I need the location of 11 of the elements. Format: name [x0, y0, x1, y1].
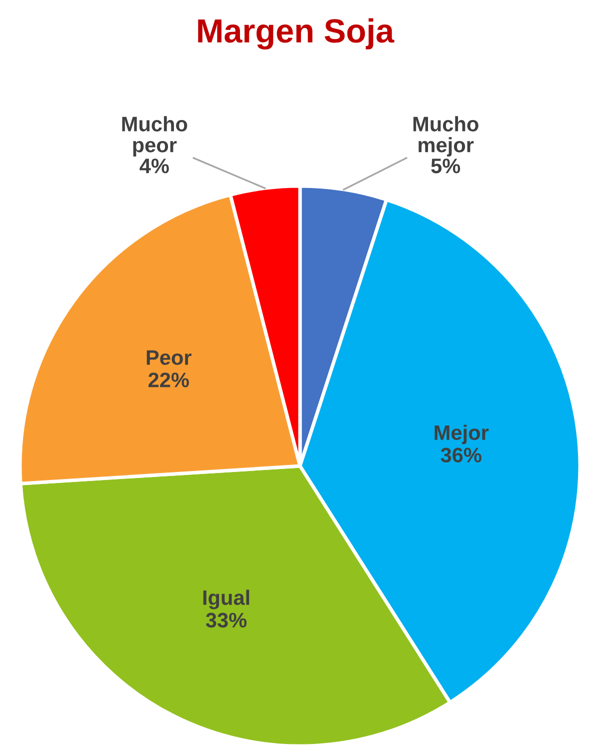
slice-label: Mejor	[434, 424, 489, 444]
data-label: 33%	[206, 612, 247, 628]
slice-label: Peor	[146, 350, 192, 365]
chart-title: Margen Soja	[198, 18, 394, 50]
data-label: 36%	[440, 448, 482, 462]
slice-label: Igual	[203, 590, 250, 610]
data-label: 4%	[140, 158, 169, 174]
data-label: 5%	[431, 158, 460, 174]
slice-label: Mucho mejor	[413, 116, 478, 157]
slice-label: Mucho peor	[122, 116, 188, 157]
data-label: 22%	[148, 372, 189, 388]
